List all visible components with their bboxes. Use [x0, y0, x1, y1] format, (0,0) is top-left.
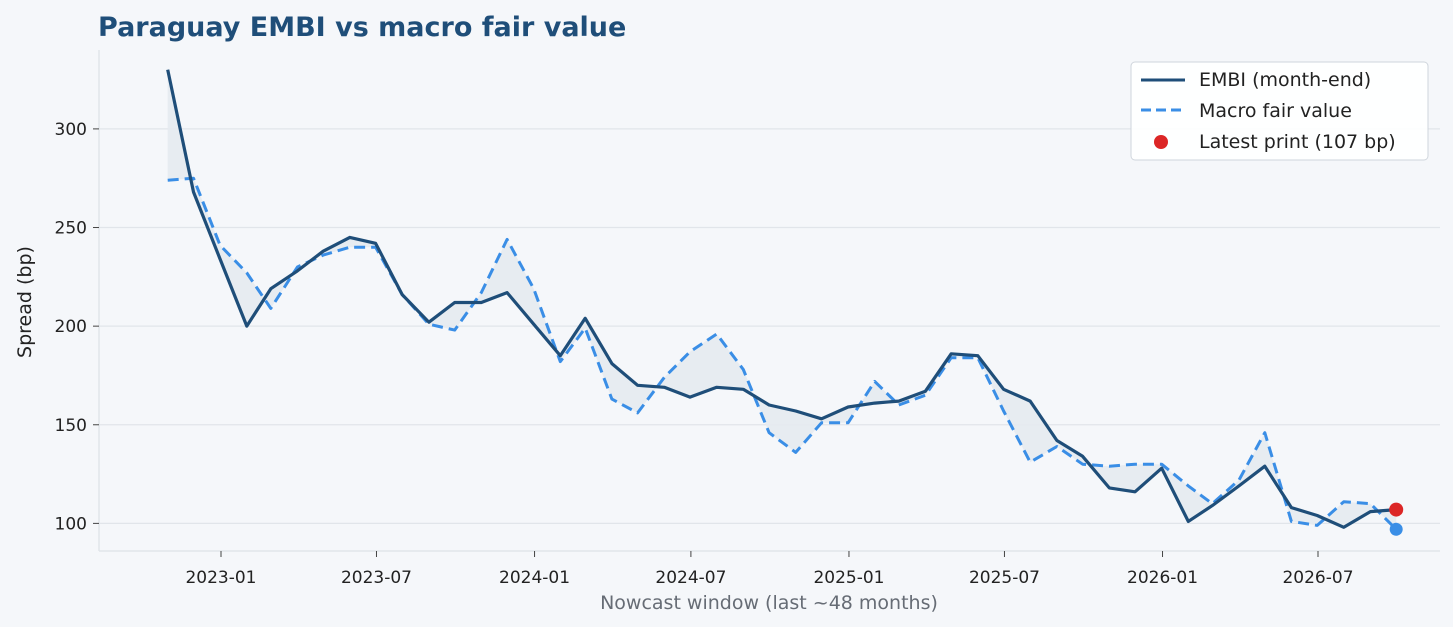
x-tick-label: 2023-01 — [185, 568, 256, 588]
y-tick-label: 150 — [55, 416, 87, 436]
x-axis-title: Nowcast window (last ~48 months) — [600, 592, 938, 614]
fair-value-end-marker — [1389, 522, 1403, 536]
legend-fair-label: Macro fair value — [1199, 100, 1352, 122]
y-tick-label: 100 — [55, 514, 87, 534]
y-tick-label: 300 — [55, 120, 87, 140]
y-tick-label: 250 — [55, 219, 87, 239]
x-tick-label: 2024-07 — [655, 568, 726, 588]
x-tick-label: 2025-01 — [813, 568, 884, 588]
grid-lines — [99, 128, 1440, 524]
legend: EMBI (month-end) Macro fair value Latest… — [1130, 61, 1429, 161]
y-axis-title: Spread (bp) — [14, 246, 36, 358]
x-tick-label: 2024-01 — [499, 568, 570, 588]
x-tick-label: 2026-07 — [1282, 568, 1353, 588]
x-tick-label: 2026-01 — [1127, 568, 1198, 588]
legend-latest-label: Latest print (107 bp) — [1199, 131, 1396, 153]
x-tick-label: 2025-07 — [969, 568, 1040, 588]
axes — [98, 50, 1440, 552]
chart-title: Paraguay EMBI vs macro fair value — [98, 12, 626, 43]
legend-latest-swatch — [1154, 135, 1168, 149]
gap-fill — [167, 69, 1397, 530]
legend-box — [1130, 61, 1429, 161]
x-tick-label: 2023-07 — [341, 568, 412, 588]
fair-value-line — [167, 176, 1398, 531]
y-axis-ticks: 100 150 200 250 300 — [55, 120, 99, 534]
embi-line — [166, 69, 1397, 529]
y-tick-label: 200 — [55, 317, 87, 337]
latest-print-marker — [1389, 502, 1404, 517]
legend-embi-label: EMBI (month-end) — [1199, 69, 1371, 91]
plot-area — [99, 69, 1440, 536]
x-axis-ticks: 2023-01 2023-07 2024-01 2024-07 2025-01 2025-… — [185, 551, 1354, 588]
